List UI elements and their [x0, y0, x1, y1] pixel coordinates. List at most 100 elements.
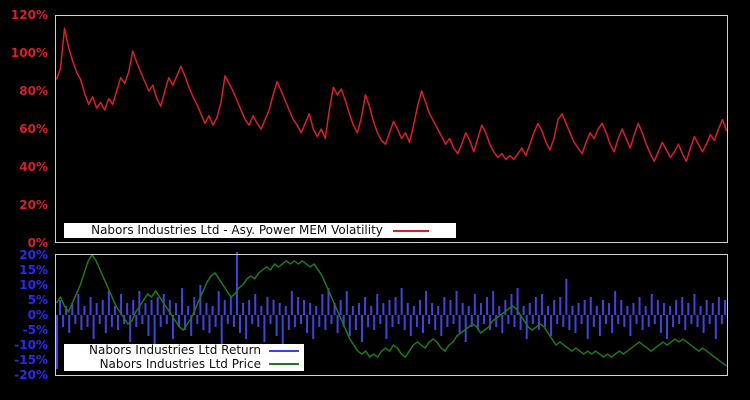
- return-bar: [702, 315, 705, 334]
- return-bar: [168, 299, 171, 315]
- return-bar: [147, 315, 150, 337]
- return-bar: [287, 315, 290, 331]
- return-bar: [562, 315, 565, 328]
- return-bar: [336, 315, 339, 334]
- return-bar: [144, 302, 147, 315]
- y-tick-label: -20%: [14, 368, 48, 382]
- return-bar: [303, 299, 306, 315]
- return-bar: [540, 293, 543, 315]
- return-bar: [388, 299, 391, 315]
- return-price-series-group: [55, 251, 727, 370]
- return-bar: [598, 315, 601, 337]
- return-bar: [672, 315, 675, 328]
- return-bar: [516, 287, 519, 315]
- return-bar: [632, 302, 635, 315]
- volatility-line: [55, 27, 728, 163]
- return-bar: [623, 315, 626, 328]
- return-bar: [409, 315, 412, 337]
- return-bar: [235, 251, 238, 315]
- return-bar: [492, 290, 495, 315]
- return-bar: [382, 302, 385, 315]
- return-bar: [577, 302, 580, 315]
- return-bar: [574, 315, 577, 334]
- return-bar: [68, 315, 71, 334]
- return-bar: [312, 315, 315, 340]
- return-bar: [537, 315, 540, 331]
- y-tick-label: 120%: [11, 8, 48, 22]
- return-bar: [120, 293, 123, 315]
- return-bar: [281, 315, 284, 346]
- return-legend-label: Nabors Industries Ltd Return: [89, 343, 261, 358]
- return-axis-tick-labels: -20%-15%-10%-5%0%5%10%15%20%: [14, 248, 48, 382]
- return-bar: [223, 299, 226, 315]
- return-bar: [367, 315, 370, 328]
- return-bar: [220, 315, 223, 352]
- price-legend-line-sample: [269, 363, 299, 366]
- return-bar: [437, 305, 440, 315]
- return-bar: [254, 293, 257, 315]
- return-bar: [690, 315, 693, 325]
- return-bar: [385, 315, 388, 340]
- return-bar: [357, 302, 360, 315]
- return-bar: [260, 305, 263, 315]
- return-bar: [65, 305, 68, 315]
- return-bar: [361, 315, 363, 343]
- return-bar: [504, 299, 507, 315]
- return-bar: [406, 302, 409, 315]
- return-bar: [547, 305, 550, 315]
- return-bar: [293, 315, 296, 328]
- return-bar: [315, 305, 318, 315]
- return-bar: [318, 315, 321, 328]
- return-bar: [403, 315, 406, 331]
- return-bar: [89, 296, 92, 315]
- return-bar: [95, 302, 98, 315]
- return-bar: [193, 296, 196, 315]
- return-price-plot-frame: [55, 254, 728, 376]
- return-bar: [470, 315, 473, 328]
- return-bar: [714, 315, 717, 340]
- return-bar: [483, 315, 485, 325]
- y-tick-label: 100%: [11, 46, 48, 60]
- return-bar: [534, 296, 537, 315]
- return-bar: [629, 315, 632, 337]
- return-legend-row: Nabors Industries Ltd Return: [64, 344, 299, 357]
- return-bar: [428, 315, 431, 325]
- return-bar: [412, 305, 415, 315]
- return-bar: [513, 315, 516, 328]
- return-bar: [705, 299, 708, 315]
- return-bar: [296, 296, 299, 315]
- return-bar: [626, 305, 629, 315]
- return-bar: [199, 284, 202, 315]
- return-bar: [62, 315, 65, 328]
- return-bar: [544, 315, 546, 328]
- return-bar: [348, 315, 351, 337]
- return-bar: [641, 315, 644, 331]
- return-bar: [379, 315, 382, 325]
- return-bar: [354, 315, 357, 331]
- return-bar: [239, 315, 241, 334]
- y-tick-label: 60%: [19, 122, 48, 136]
- return-bar: [461, 302, 464, 315]
- return-bar: [662, 302, 665, 315]
- return-bar: [415, 315, 418, 328]
- return-bar: [666, 315, 668, 340]
- return-bar: [595, 305, 598, 315]
- return-bar: [571, 305, 574, 315]
- return-bar: [226, 315, 229, 325]
- return-bar: [550, 315, 553, 337]
- return-bar: [196, 315, 199, 325]
- return-bar: [687, 302, 690, 315]
- return-bar: [83, 305, 86, 315]
- price-legend-label: Nabors Industries Ltd Price: [99, 356, 261, 371]
- price-legend-row: Nabors Industries Ltd Price: [64, 356, 299, 371]
- return-bar: [217, 290, 220, 315]
- return-bar: [214, 315, 217, 328]
- return-bar: [184, 315, 187, 331]
- return-bar: [711, 302, 714, 315]
- volatility-legend-label: Nabors Industries Ltd - Asy. Power MEM V…: [91, 223, 383, 237]
- return-bar: [565, 278, 568, 315]
- y-tick-label: 20%: [19, 248, 48, 262]
- return-bar: [107, 290, 110, 315]
- return-bar: [263, 315, 266, 343]
